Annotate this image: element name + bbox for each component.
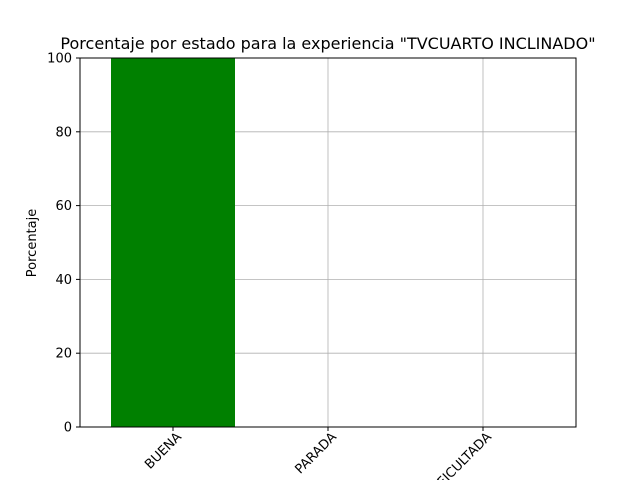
y-axis-ticks: 0 20 40 60 80 100: [47, 52, 80, 436]
y-tick-label: 40: [55, 273, 72, 288]
x-tick-label-parada: PARADA: [293, 430, 340, 477]
y-tick-label: 20: [55, 347, 72, 362]
y-tick-label: 100: [47, 52, 72, 67]
y-tick-label: 80: [55, 125, 72, 140]
chart-title: Porcentaje por estado para la experienci…: [60, 34, 595, 53]
y-tick-label: 60: [55, 199, 72, 214]
bar-buena: [111, 58, 235, 427]
y-axis-label: Porcentaje: [25, 209, 40, 277]
x-axis-ticks: BUENA PARADA DIFICULTADA: [142, 427, 495, 480]
y-tick-label: 0: [64, 421, 72, 436]
x-tick-label-dificultada: DIFICULTADA: [425, 430, 495, 480]
x-tick-label-buena: BUENA: [142, 430, 185, 473]
bars: [111, 58, 235, 427]
